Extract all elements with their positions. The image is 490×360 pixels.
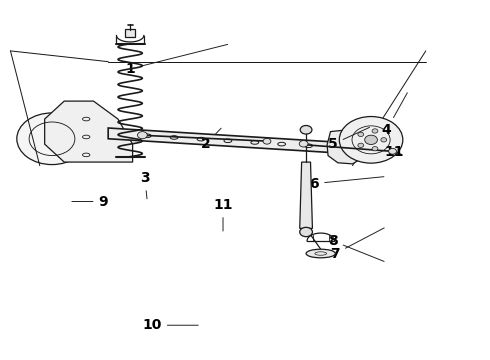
Text: 10: 10 <box>143 318 198 332</box>
Circle shape <box>300 227 313 237</box>
Text: 2: 2 <box>201 128 221 151</box>
Circle shape <box>365 135 377 144</box>
Circle shape <box>138 132 147 139</box>
Text: 4: 4 <box>382 93 407 137</box>
Text: 7: 7 <box>331 228 384 261</box>
Text: 5: 5 <box>328 127 369 151</box>
Polygon shape <box>45 101 133 162</box>
Circle shape <box>263 138 271 144</box>
Circle shape <box>299 140 308 147</box>
Circle shape <box>372 147 378 151</box>
Polygon shape <box>300 162 313 228</box>
Circle shape <box>372 129 378 133</box>
Polygon shape <box>327 130 367 164</box>
Ellipse shape <box>306 249 335 258</box>
Circle shape <box>358 132 364 136</box>
Text: 1: 1 <box>125 44 228 76</box>
Circle shape <box>300 126 312 134</box>
Text: 3: 3 <box>140 171 149 199</box>
Text: 6: 6 <box>310 177 384 190</box>
Text: 8: 8 <box>328 234 384 261</box>
FancyBboxPatch shape <box>125 30 135 37</box>
Circle shape <box>358 143 364 148</box>
Text: 11: 11 <box>213 198 233 231</box>
Polygon shape <box>108 128 340 153</box>
Text: 11: 11 <box>384 145 404 159</box>
Text: 9: 9 <box>72 194 108 208</box>
Circle shape <box>381 138 387 142</box>
Circle shape <box>389 148 396 154</box>
Circle shape <box>339 117 403 163</box>
Circle shape <box>17 113 87 165</box>
